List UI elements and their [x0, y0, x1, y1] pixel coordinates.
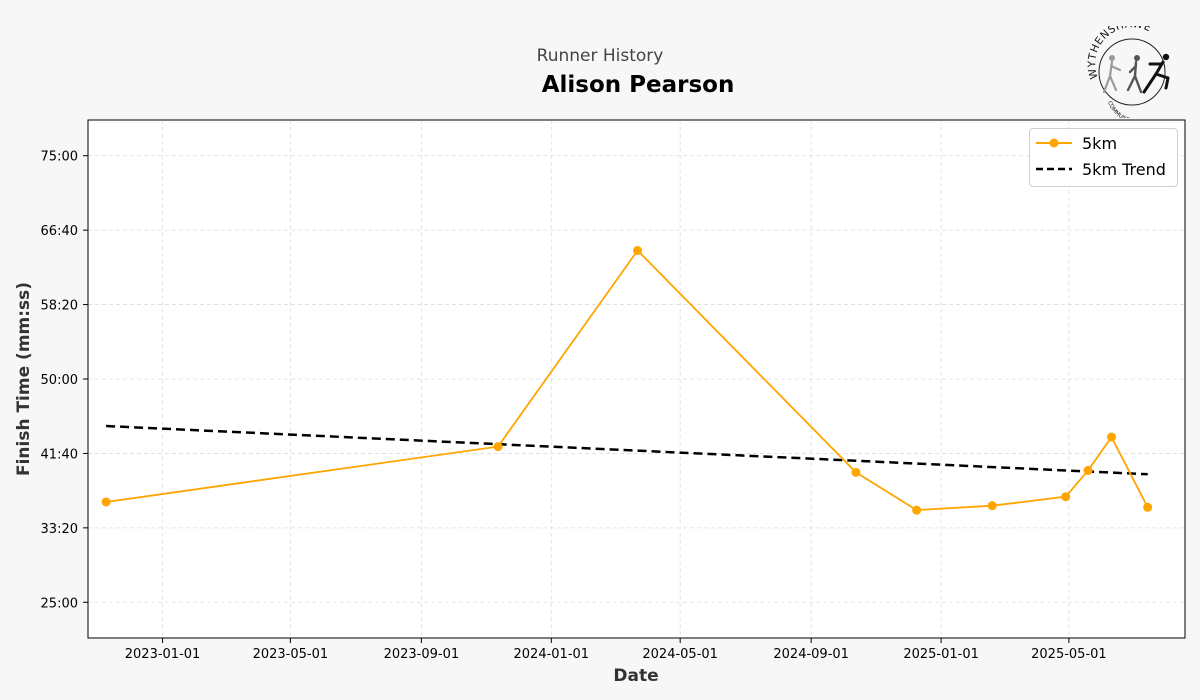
y-tick-label: 25:00 — [41, 596, 78, 611]
x-tick-label: 2024-09-01 — [773, 647, 849, 662]
y-axis-label: Finish Time (mm:ss) — [14, 282, 34, 476]
data-point-5km — [101, 497, 111, 507]
legend-item-5km-trend: 5km Trend — [1036, 158, 1166, 180]
data-point-5km — [912, 505, 922, 515]
legend-label-5km: 5km — [1082, 133, 1118, 153]
data-point-5km — [1061, 492, 1071, 502]
series-line-5km — [105, 249, 1149, 512]
series-layer — [101, 246, 1153, 515]
y-axis: 25:00 33:20 41:40 50:00 58:20 66:40 75:00 — [41, 150, 88, 611]
x-tick-label: 2025-05-01 — [1031, 647, 1107, 662]
x-tick-label: 2023-01-01 — [125, 647, 201, 662]
chart-legend: 5km 5km Trend — [1029, 128, 1178, 187]
chart-suptitle: Runner History — [536, 46, 664, 66]
y-tick-label: 33:20 — [41, 522, 78, 537]
x-axis: 2023-01-01 2023-05-01 2023-09-01 2024-01-01… — [125, 638, 1107, 662]
x-tick-label: 2023-05-01 — [253, 647, 329, 662]
y-tick-label: 58:20 — [41, 299, 78, 314]
chart-title: Alison Pearson — [541, 72, 735, 98]
grid-lines — [88, 120, 1185, 638]
x-tick-label: 2023-09-01 — [384, 647, 460, 662]
x-tick-label: 2024-01-01 — [514, 647, 590, 662]
y-tick-label: 66:40 — [41, 224, 78, 239]
legend-label-5km-trend: 5km Trend — [1082, 159, 1166, 179]
legend-item-5km: 5km — [1036, 132, 1117, 154]
x-tick-label: 2024-05-01 — [642, 647, 718, 662]
data-point-5km — [493, 442, 503, 452]
data-point-5km — [1107, 432, 1117, 442]
x-axis-label: Date — [613, 666, 658, 686]
y-tick-label: 75:00 — [41, 150, 78, 165]
legend-swatch-5km — [1036, 138, 1072, 148]
x-tick-label: 2025-01-01 — [903, 647, 979, 662]
data-point-5km — [633, 246, 643, 256]
y-tick-label: 50:00 — [41, 373, 78, 388]
data-point-5km — [1083, 465, 1093, 475]
data-point-5km — [1143, 502, 1153, 512]
legend-swatch-5km-trend — [1036, 167, 1072, 171]
y-tick-label: 41:40 — [41, 447, 78, 462]
data-point-5km — [851, 467, 861, 477]
trend-line-5km — [106, 424, 1148, 476]
data-point-5km — [987, 501, 997, 511]
wythenshawe-logo: WYTHENSHAWE COMMUNITY RUN — [1086, 26, 1170, 118]
